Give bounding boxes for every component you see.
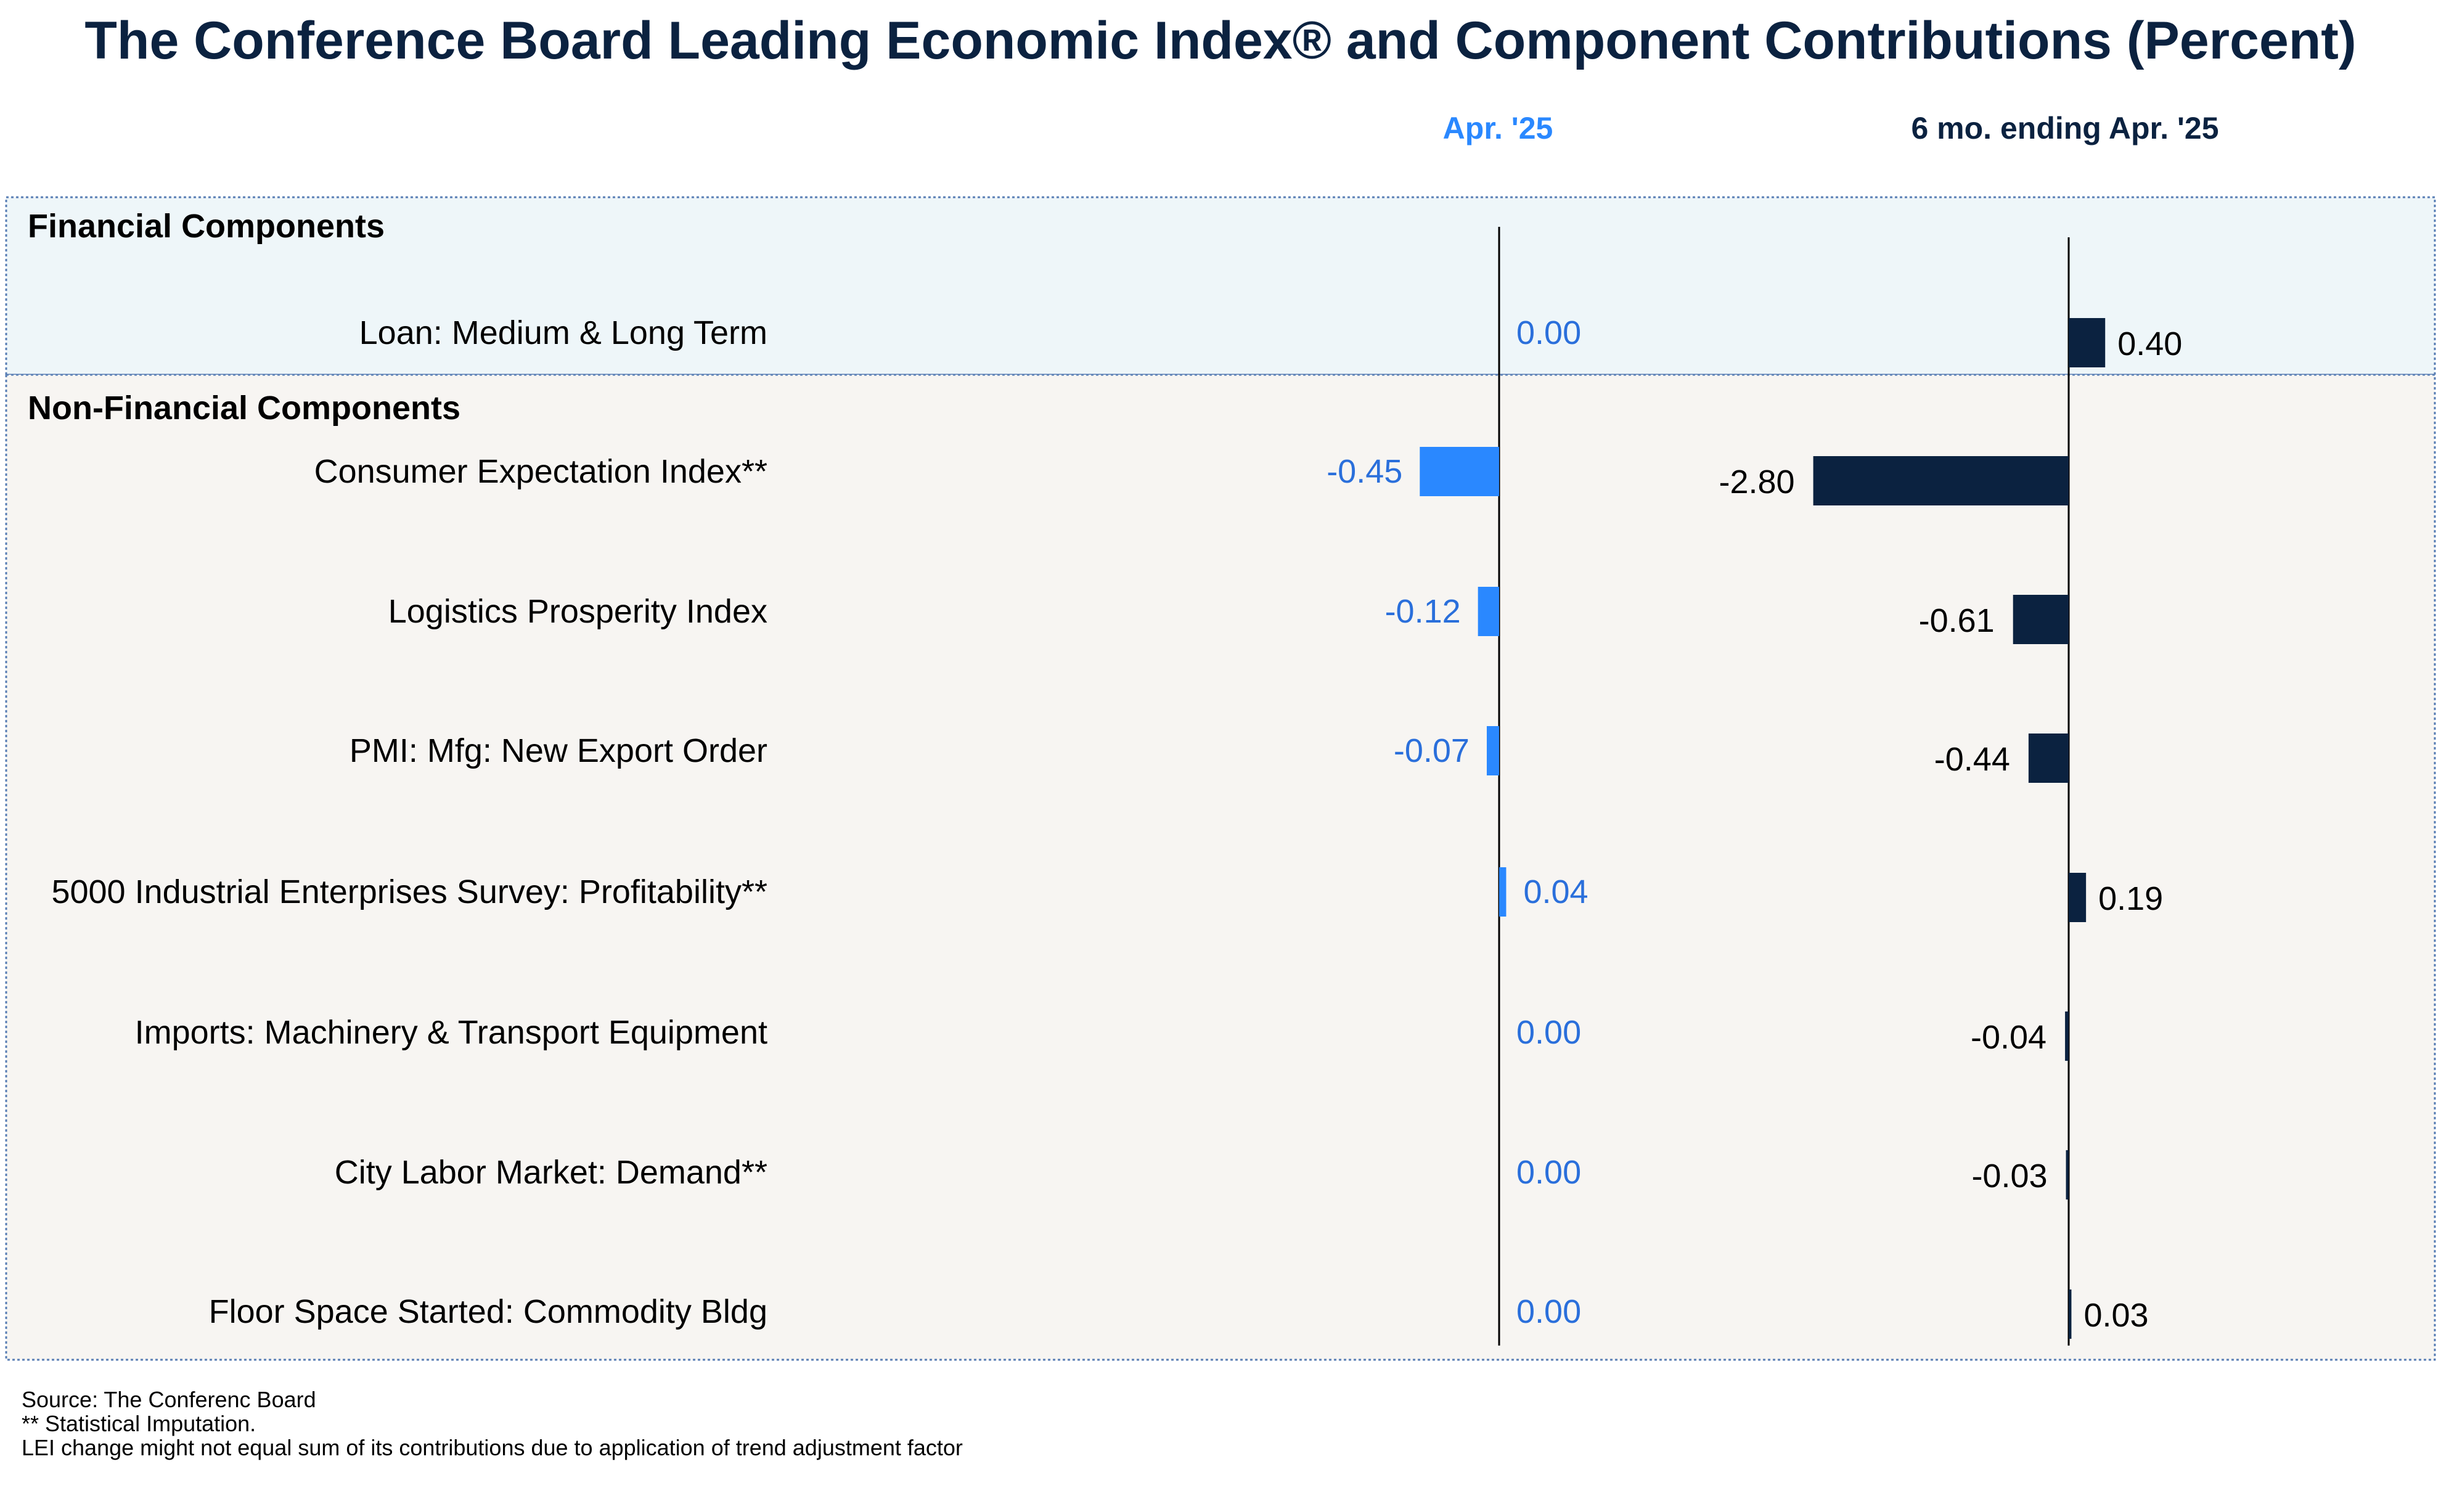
financial-section-panel — [5, 196, 2436, 376]
six-month-contribution-bar — [2013, 595, 2069, 644]
apr-value-label: 0.00 — [1516, 1293, 1581, 1330]
apr-value-label: -0.12 — [1385, 593, 1461, 630]
component-label: City Labor Market: Demand** — [335, 1154, 767, 1191]
column-header-six-month: 6 mo. ending Apr. '25 — [1911, 111, 2218, 145]
footnote-trend-adjustment: LEI change might not equal sum of its co… — [22, 1435, 963, 1460]
chart-title: The Conference Board Leading Economic In… — [84, 11, 2356, 70]
six-month-contribution-bar — [2069, 1289, 2072, 1339]
six-month-value-label: -0.61 — [1919, 602, 1995, 639]
footnote-imputation: ** Statistical Imputation. — [22, 1411, 256, 1436]
six-month-contribution-bar — [2069, 873, 2087, 922]
apr-contribution-bar — [1420, 447, 1499, 496]
component-label: Logistics Prosperity Index — [388, 593, 767, 630]
six-month-value-label: -0.03 — [1971, 1158, 2047, 1195]
component-label: Consumer Expectation Index** — [314, 453, 767, 490]
apr-value-label: 0.04 — [1523, 873, 1588, 910]
column-header-apr: Apr. '25 — [1443, 111, 1553, 145]
component-label: PMI: Mfg: New Export Order — [350, 732, 767, 769]
apr-contribution-bar — [1478, 587, 1499, 636]
six-month-contribution-bar — [2069, 318, 2106, 367]
six-month-contribution-bar — [2066, 1150, 2069, 1199]
apr-contribution-bar — [1486, 726, 1499, 775]
component-rows: Loan: Medium & Long Term 0.00 0.40 Consumer… — [51, 314, 2182, 1339]
component-label: Imports: Machinery & Transport Equipment — [135, 1014, 767, 1051]
nonfinancial-section-panel — [5, 374, 2436, 1361]
apr-contribution-bar — [1499, 867, 1507, 917]
footnote-source: Source: The Conferenc Board — [22, 1387, 316, 1412]
group-heading-financial: Financial Components — [28, 208, 385, 245]
component-label: Loan: Medium & Long Term — [359, 314, 767, 351]
six-month-value-label: 0.40 — [2117, 325, 2182, 362]
component-label: 5000 Industrial Enterprises Survey: Prof… — [51, 873, 767, 910]
six-month-value-label: -0.04 — [1971, 1019, 2046, 1056]
six-month-contribution-bar — [2065, 1011, 2069, 1061]
apr-value-label: -0.07 — [1394, 732, 1470, 769]
apr-value-label: 0.00 — [1516, 314, 1581, 351]
six-month-value-label: 0.03 — [2083, 1297, 2148, 1334]
group-heading-nonfinancial: Non-Financial Components — [28, 390, 460, 427]
six-month-value-label: -2.80 — [1719, 464, 1795, 501]
six-month-value-label: 0.19 — [2098, 880, 2163, 917]
six-month-value-label: -0.44 — [1934, 741, 2010, 778]
component-label: Floor Space Started: Commodity Bldg — [209, 1293, 767, 1330]
six-month-contribution-bar — [1813, 456, 2069, 505]
six-month-contribution-bar — [2028, 734, 2069, 783]
apr-value-label: -0.45 — [1327, 453, 1402, 490]
apr-value-label: 0.00 — [1516, 1154, 1581, 1191]
apr-value-label: 0.00 — [1516, 1014, 1581, 1051]
